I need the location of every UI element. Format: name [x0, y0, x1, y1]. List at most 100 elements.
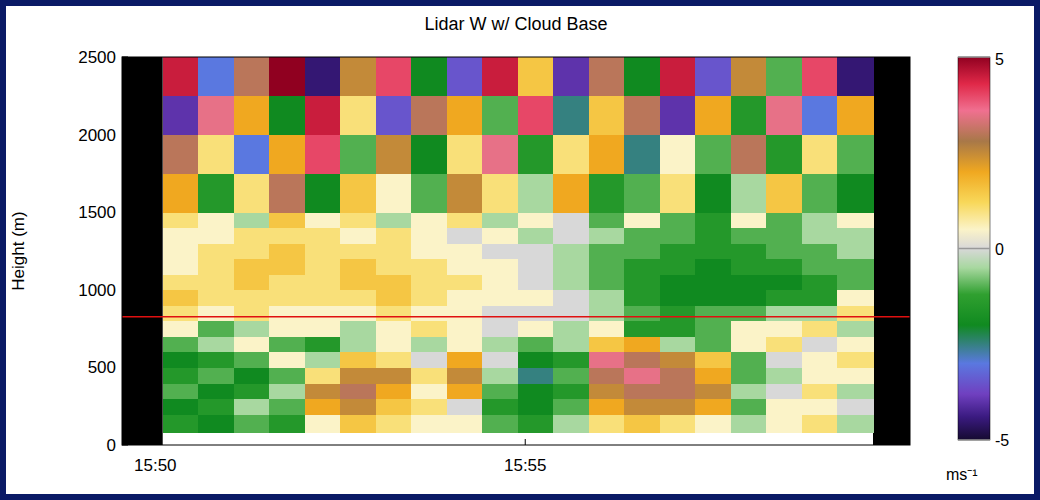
cell: [660, 243, 696, 259]
cell: [518, 398, 554, 414]
cell: [482, 274, 518, 290]
cell: [553, 414, 589, 433]
cell: [695, 274, 731, 290]
cell: [518, 243, 554, 259]
no-data: [122, 57, 163, 445]
cell: [660, 96, 696, 135]
cell: [376, 352, 412, 368]
cell: [447, 57, 483, 96]
cell: [589, 212, 625, 228]
cell: [305, 336, 341, 352]
cell: [695, 228, 731, 244]
cell: [447, 228, 483, 244]
cell: [305, 228, 341, 244]
cell: [482, 173, 518, 212]
cell: [518, 321, 554, 337]
y-tick: [122, 57, 128, 58]
cell: [482, 398, 518, 414]
cell: [589, 57, 625, 96]
cell: [589, 274, 625, 290]
cell: [234, 336, 270, 352]
cell: [198, 274, 234, 290]
cell: [837, 383, 873, 399]
cell: [802, 383, 838, 399]
cell: [305, 274, 341, 290]
cell: [731, 228, 767, 244]
cell: [269, 259, 305, 275]
cell: [234, 367, 270, 383]
cell: [447, 173, 483, 212]
cell: [518, 274, 554, 290]
cell: [837, 135, 873, 174]
cell: [163, 290, 199, 306]
cell: [447, 367, 483, 383]
cell: [198, 212, 234, 228]
cell: [376, 96, 412, 135]
cell: [589, 352, 625, 368]
cell: [802, 414, 838, 433]
cell: [766, 352, 802, 368]
cell: [163, 57, 199, 96]
cell: [447, 398, 483, 414]
cell: [731, 243, 767, 259]
cell: [163, 352, 199, 368]
cell: [624, 352, 660, 368]
cell: [234, 173, 270, 212]
cell: [305, 173, 341, 212]
cell: [766, 243, 802, 259]
cell: [482, 336, 518, 352]
cell: [163, 135, 199, 174]
cell: [447, 414, 483, 433]
cell: [731, 135, 767, 174]
cell: [695, 96, 731, 135]
cell: [837, 259, 873, 275]
cell: [234, 383, 270, 399]
cell: [234, 414, 270, 433]
plot-area: [122, 57, 910, 445]
title: Lidar W w/ Cloud Base: [424, 14, 607, 34]
y-tick: [122, 445, 128, 446]
cell: [802, 336, 838, 352]
cell: [447, 135, 483, 174]
cell: [198, 96, 234, 135]
cell: [660, 383, 696, 399]
cell: [695, 135, 731, 174]
cell: [305, 414, 341, 433]
cell: [198, 228, 234, 244]
cell: [624, 228, 660, 244]
cell: [411, 367, 447, 383]
cell: [624, 259, 660, 275]
cell: [198, 305, 234, 321]
cell: [695, 321, 731, 337]
cell: [624, 398, 660, 414]
cell: [766, 414, 802, 433]
cell: [447, 321, 483, 337]
cell: [589, 305, 625, 321]
cell: [660, 336, 696, 352]
cell: [411, 228, 447, 244]
cell: [482, 367, 518, 383]
y-axis-title: Height (m): [9, 211, 28, 290]
cell: [802, 57, 838, 96]
cell: [411, 383, 447, 399]
cell: [234, 243, 270, 259]
cell: [411, 321, 447, 337]
cell: [305, 135, 341, 174]
x-tick-label: 15:50: [134, 456, 177, 475]
cell: [447, 212, 483, 228]
cell: [660, 398, 696, 414]
cell: [411, 305, 447, 321]
cell: [589, 321, 625, 337]
cell: [234, 135, 270, 174]
cell: [234, 96, 270, 135]
cell: [766, 336, 802, 352]
cell: [234, 274, 270, 290]
cell: [553, 321, 589, 337]
cell: [553, 383, 589, 399]
cell: [305, 57, 341, 96]
cell: [731, 96, 767, 135]
cell: [802, 228, 838, 244]
cell: [802, 305, 838, 321]
cell: [411, 96, 447, 135]
cell: [482, 259, 518, 275]
